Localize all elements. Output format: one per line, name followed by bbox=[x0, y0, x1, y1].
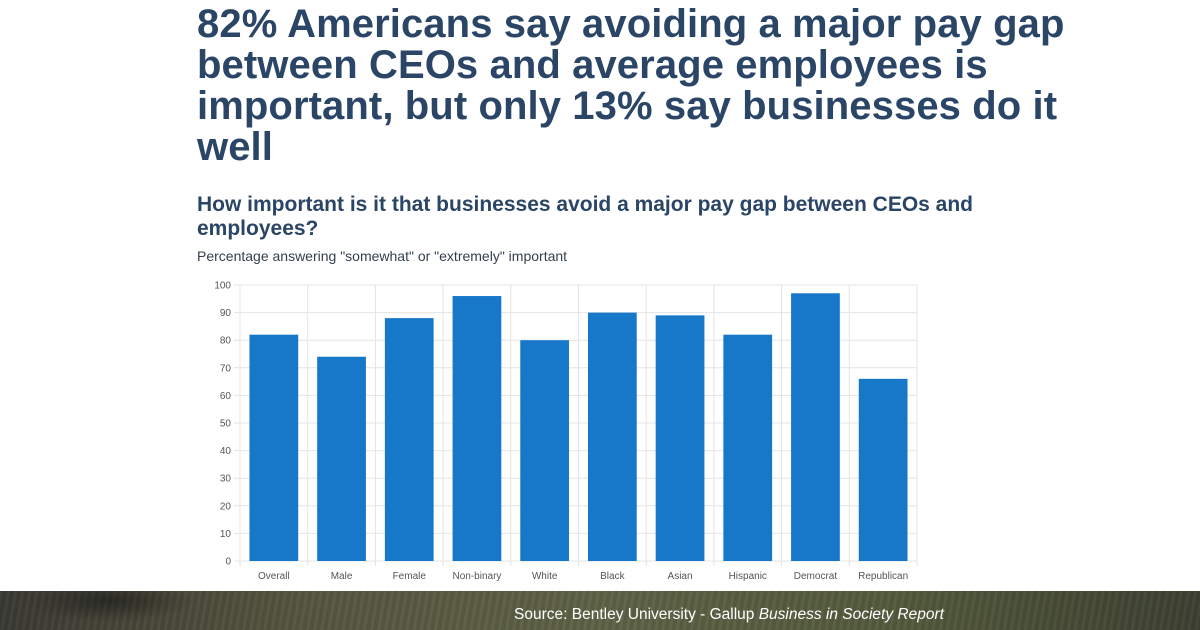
y-tick-label: 30 bbox=[220, 474, 232, 485]
bar-male bbox=[317, 356, 366, 561]
bar-layer bbox=[249, 293, 908, 561]
bar-chart: 0 10 20 30 40 50 60 70 80 90 100 Overall Male Female N… bbox=[214, 281, 918, 583]
bar-democrat bbox=[791, 293, 840, 561]
source-credit: Source: Bentley University - Gallup Busi… bbox=[0, 606, 1200, 624]
chart-subtitle: Percentage answering "somewhat" or "extr… bbox=[197, 248, 568, 264]
bar-asian bbox=[655, 315, 705, 561]
x-tick-label: White bbox=[532, 571, 558, 582]
x-tick-label: Non-binary bbox=[452, 571, 501, 582]
x-tick-label: Overall bbox=[258, 571, 290, 582]
x-tick-label: Female bbox=[393, 571, 427, 582]
y-tick-label: 50 bbox=[220, 419, 232, 430]
source-report: Business in Society Report bbox=[758, 606, 944, 623]
bar-hispanic bbox=[723, 334, 773, 561]
chart-title: How important is it that businesses avoi… bbox=[197, 193, 974, 240]
x-tick-label: Democrat bbox=[794, 571, 838, 582]
x-tick-label: Male bbox=[331, 571, 353, 582]
bar-black bbox=[587, 312, 637, 561]
bar-overall bbox=[249, 334, 299, 561]
x-tick-label: Black bbox=[600, 571, 625, 582]
bar-white bbox=[520, 340, 570, 561]
y-tick-label: 0 bbox=[225, 557, 231, 568]
y-tick-label: 10 bbox=[220, 529, 232, 540]
x-tick-label: Hispanic bbox=[729, 571, 767, 582]
y-tick-label: 100 bbox=[214, 281, 231, 292]
bar-republican bbox=[858, 378, 908, 561]
y-tick-label: 70 bbox=[220, 363, 232, 374]
bar-female bbox=[384, 318, 434, 561]
label-layer: 0 10 20 30 40 50 60 70 80 90 100 Overall Male Female N… bbox=[214, 281, 908, 583]
x-tick-label: Asian bbox=[668, 571, 693, 582]
y-tick-label: 20 bbox=[220, 501, 232, 512]
headline: 82% Americans say avoiding a major pay g… bbox=[197, 2, 1065, 169]
y-tick-label: 90 bbox=[220, 308, 232, 319]
bar-non-binary bbox=[452, 296, 502, 561]
y-tick-label: 40 bbox=[220, 446, 232, 457]
source-prefix: Source: Bentley University - Gallup bbox=[514, 606, 759, 623]
x-tick-label: Republican bbox=[858, 571, 908, 582]
footer: Source: Bentley University - Gallup Busi… bbox=[0, 591, 1200, 630]
y-tick-label: 80 bbox=[220, 336, 232, 347]
y-tick-label: 60 bbox=[220, 391, 232, 402]
